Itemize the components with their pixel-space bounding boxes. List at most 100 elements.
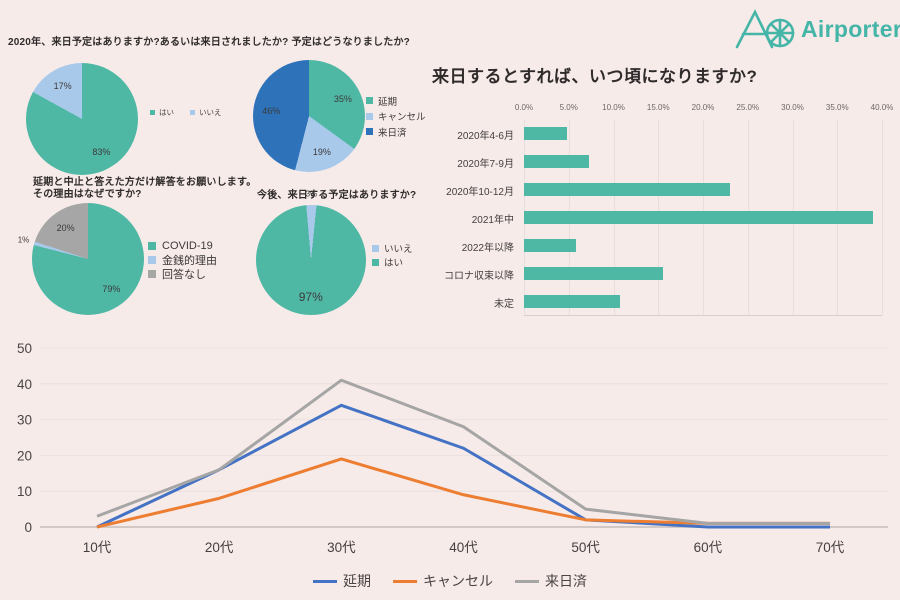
legend-item: 回答なし <box>148 267 217 281</box>
x-axis-tick-label: 20.0% <box>691 103 715 112</box>
y-axis-tick-label: 0 <box>24 520 32 535</box>
bar-category-label: 2020年7-9月 <box>457 159 514 170</box>
legend-item: 来日済 <box>515 571 587 591</box>
legend-item-label: 延期 <box>378 96 398 108</box>
bar <box>524 266 663 280</box>
line-series-延期 <box>96 403 831 529</box>
legend-swatch <box>393 579 417 583</box>
pie-slice-label: 17% <box>53 81 72 92</box>
pie-slice-label: 79% <box>102 284 121 295</box>
legend-item-label: 来日済 <box>378 127 407 139</box>
pie-slice-label: 19% <box>312 146 331 157</box>
legend-swatch <box>148 270 156 278</box>
legend-item-label: 延期 <box>343 573 371 589</box>
logo: Airporter <box>735 8 900 50</box>
pie-future-title: 今後、来日する予定はありますか? <box>257 190 417 201</box>
x-axis-tick-label: 50代 <box>571 540 600 555</box>
pie-future-legend: いいえ はい <box>372 241 413 269</box>
bar-category-label: 2022年以降 <box>461 243 514 254</box>
bar-category-label: コロナ収束以降 <box>444 271 514 282</box>
pie-slice-label: 35% <box>333 93 352 104</box>
line-series-キャンセル <box>96 457 831 529</box>
pie-outcome-legend: 延期キャンセル来日済 <box>366 93 426 140</box>
bar-category-label: 2020年10-12月 <box>446 187 514 198</box>
bar-when-visit-title: 来日するとすれば、いつ頃になりますか? <box>432 67 758 86</box>
legend-item: COVID-19 <box>148 239 217 253</box>
bar <box>524 294 620 308</box>
line-by-age-legend: 延期 キャンセル 来日済 <box>0 571 900 591</box>
pie-slice-label: 1% <box>17 235 30 245</box>
x-axis-tick-label: 30.0% <box>781 103 804 112</box>
pie-reason-chart: 79% 1% 20% <box>18 203 144 315</box>
legend-swatch <box>515 579 539 583</box>
x-axis-tick-label: 5.0% <box>559 103 578 112</box>
x-axis-tick-label: 40.0% <box>870 103 894 112</box>
bar-category-label: 2021年中 <box>471 215 514 226</box>
x-axis-tick-label: 10.0% <box>602 103 625 112</box>
legend-swatch <box>148 242 156 250</box>
legend-item: いいえ <box>190 107 222 118</box>
line-series-来日済 <box>96 378 831 525</box>
legend-swatch <box>366 128 373 136</box>
bar-axis-baseline <box>524 315 882 316</box>
x-axis-tick-label: 35.0% <box>825 103 849 112</box>
legend-item-label: いいえ <box>384 244 413 255</box>
legend-swatch <box>190 110 195 115</box>
pie-2020-plans-title: 2020年、来日予定はありますか?あるいは来日されましたか? 予定はどうなりまし… <box>8 37 410 48</box>
x-axis-tick-label: 60代 <box>694 540 723 555</box>
y-axis-tick-label: 40 <box>17 377 32 392</box>
x-axis-tick-label: 0.0% <box>514 103 534 112</box>
pie-slice-label: 46% <box>262 106 281 117</box>
x-axis-tick-label: 30代 <box>327 540 356 555</box>
legend-swatch <box>150 110 155 115</box>
x-axis-tick-label: 25.0% <box>736 103 760 112</box>
pie-reason-legend: COVID-19 金銭的理由回答なし <box>148 239 217 281</box>
x-axis-tick-label: 20代 <box>205 540 234 555</box>
legend-item: はい <box>150 107 174 118</box>
y-axis-tick-label: 20 <box>17 448 32 463</box>
legend-item: 金銭的理由 <box>148 253 217 267</box>
legend-item: いいえ <box>372 241 413 255</box>
pie-future-chart: 3% 97% <box>256 190 366 315</box>
bar-gridline <box>882 120 883 315</box>
pie-slice-label: 97% <box>298 290 323 305</box>
bar <box>524 154 590 168</box>
legend-swatch <box>313 579 337 583</box>
legend-swatch <box>366 112 373 120</box>
y-axis-tick-label: 10 <box>17 484 32 499</box>
bar <box>524 182 730 196</box>
pie-slice-label: 3% <box>305 189 318 199</box>
y-axis-tick-label: 30 <box>17 413 32 428</box>
legend-item-label: キャンセル <box>378 112 426 124</box>
legend-swatch <box>372 258 379 266</box>
logo-text: Airporter <box>801 15 900 42</box>
bar-when-visit-chart: 来日するとすれば、いつ頃になりますか? 0.0% 5.0% 10.0% 15.0% 20… <box>430 58 896 320</box>
x-axis-tick-label: 10代 <box>83 540 112 555</box>
legend-item-label: 来日済 <box>545 573 587 589</box>
y-axis-tick-label: 50 <box>17 341 32 356</box>
x-axis-tick-label: 70代 <box>816 540 845 555</box>
bar <box>524 126 567 140</box>
legend-item-label: いいえ <box>199 108 222 117</box>
legend-item-label: 回答なし <box>162 269 206 281</box>
line-chart-svg: 0 10 20 30 40 50 10代 20代 30代 40代 50代 60代 70代 <box>17 341 888 555</box>
legend-swatch <box>366 97 373 105</box>
legend-item-label: キャンセル <box>423 573 493 589</box>
airporter-logo-icon <box>735 9 795 49</box>
legend-item: 延期 <box>366 93 426 109</box>
legend-item-label: COVID-19 <box>162 240 213 252</box>
legend-item: 来日済 <box>366 124 426 140</box>
bar-category-label: 2020年4-6月 <box>457 131 514 142</box>
pie-2020-plans-legend: はい いいえ <box>150 107 222 118</box>
legend-item: キャンセル <box>366 109 426 125</box>
legend-item: はい <box>372 255 413 269</box>
x-axis-tick-label: 40代 <box>449 540 478 555</box>
line-by-age-chart: 0 10 20 30 40 50 10代 20代 30代 40代 50代 60代 70代 延期 キャンセル… <box>0 335 900 600</box>
pie-2020-plans-chart: 83% 17% <box>26 63 138 175</box>
pie-reason-title: 延期と中止と答えた方だけ解答をお願いします。 その理由はなぜですか? <box>33 177 257 200</box>
legend-item-label: はい <box>384 258 404 269</box>
pie-slice-label: 83% <box>92 146 111 157</box>
bar <box>524 210 874 224</box>
legend-item: キャンセル <box>393 571 493 591</box>
